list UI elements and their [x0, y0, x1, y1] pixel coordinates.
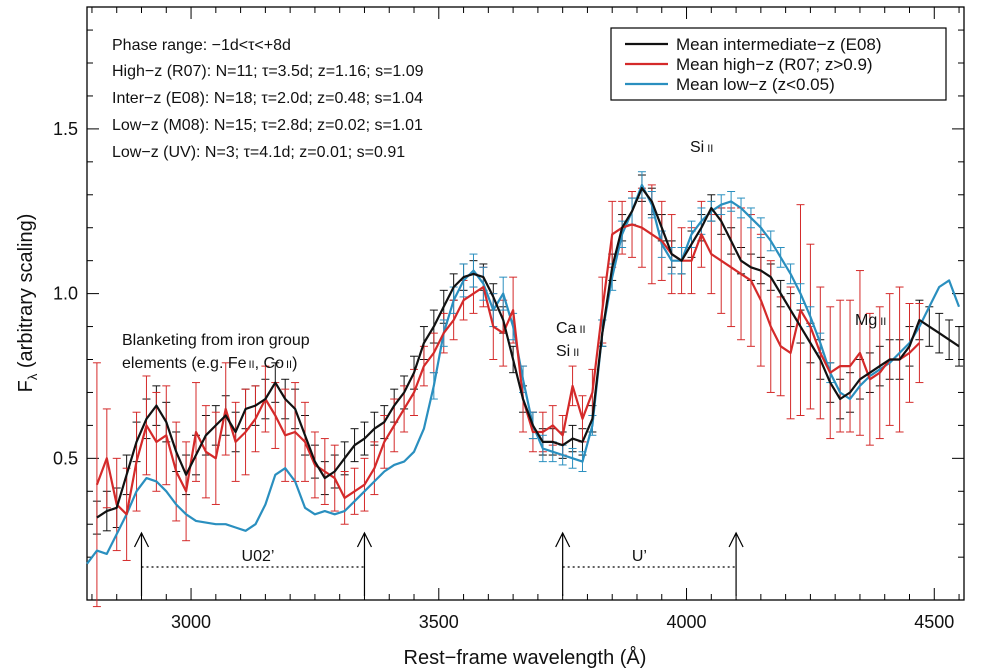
y-axis-label: Fλ (arbitrary scaling) — [15, 214, 40, 393]
annotations: Blanketing from iron group elements (e.g… — [122, 139, 886, 372]
x-tick-label: 3000 — [171, 612, 211, 632]
series-line-intermediate — [96, 187, 960, 519]
info-line-3: Inter−z (E08): N=18; τ=2.0d; z=0.48; s=1… — [112, 90, 423, 107]
filter-arrow-head — [133, 531, 150, 548]
annotation-ca: Ca II — [556, 320, 586, 337]
annotation-blanketing-2c: , Co — [255, 355, 284, 372]
annotation-si-high-ion: II — [707, 143, 713, 155]
filter-arrow-head — [356, 531, 373, 548]
x-tick-label: 4000 — [667, 612, 707, 632]
filter-arrow-head — [728, 531, 744, 548]
plot-frame — [86, 6, 965, 601]
y-axis-label-rest: (arbitrary scaling) — [15, 214, 37, 374]
annotation-blanketing-2: elements (e.g. Fe II, Co II) — [122, 355, 297, 372]
annotation-si-low-main: Si — [556, 343, 570, 360]
legend-label-low: Mean low−z (z<0.05) — [676, 75, 835, 94]
legend: Mean intermediate−z (E08) Mean high−z (R… — [610, 27, 947, 101]
y-tick-label: 1.5 — [53, 119, 78, 139]
axis-ticks: 3000 3500 4000 4500 0.5 1.0 1.5 — [53, 7, 964, 632]
annotation-ca-ion: II — [579, 324, 585, 336]
series-line-low — [86, 183, 961, 565]
info-line-2: High−z (R07): N=11; τ=3.5d; z=1.16; s=1.… — [112, 63, 424, 80]
x-tick-label: 3500 — [419, 612, 459, 632]
y-tick-label: 1.0 — [53, 284, 78, 304]
annotation-co-ion: II — [286, 359, 292, 371]
legend-label-intermediate: Mean intermediate−z (E08) — [676, 35, 882, 54]
annotation-mg-main: Mg — [855, 312, 877, 329]
annotation-si-high-main: Si — [690, 139, 704, 156]
y-axis-label-sub: λ — [25, 373, 40, 380]
info-line-5: Low−z (UV): N=3; τ=4.1d; z=0.01; s=0.91 — [112, 144, 405, 161]
series-lines — [86, 183, 961, 565]
annotation-mg: Mg II — [855, 312, 886, 329]
annotation-blanketing-2e: ) — [292, 355, 297, 372]
info-line-1: Phase range: −1d<τ<+8d — [112, 37, 291, 54]
filter-label: U02’ — [242, 548, 275, 565]
annotation-si-low: Si II — [556, 343, 579, 360]
annotation-blanketing-1: Blanketing from iron group — [122, 332, 310, 349]
y-axis-label-main: F — [15, 380, 37, 392]
x-axis-label: Rest−frame wavelength (Å) — [404, 646, 647, 669]
annotation-mg-ion: II — [880, 316, 886, 328]
annotation-blanketing-2a: elements (e.g. Fe — [122, 355, 247, 372]
filter-label: U’ — [632, 548, 647, 565]
annotation-si-high: Si II — [690, 139, 713, 156]
annotation-si-low-ion: II — [573, 347, 579, 359]
info-block: Phase range: −1d<τ<+8d High−z (R07): N=1… — [112, 37, 424, 161]
error-bars — [92, 171, 964, 608]
series-line-high — [95, 223, 921, 516]
filter-ranges: U02’ U’ — [133, 531, 744, 596]
y-tick-label: 0.5 — [53, 448, 78, 468]
legend-label-high: Mean high−z (R07; z>0.9) — [676, 55, 873, 74]
annotation-fe-ion: II — [249, 359, 255, 371]
x-tick-label: 4500 — [914, 612, 954, 632]
annotation-ca-main: Ca — [556, 320, 577, 337]
filter-arrow-head — [555, 531, 571, 548]
info-line-4: Low−z (M08): N=15; τ=2.8d; z=0.02; s=1.0… — [112, 117, 423, 134]
